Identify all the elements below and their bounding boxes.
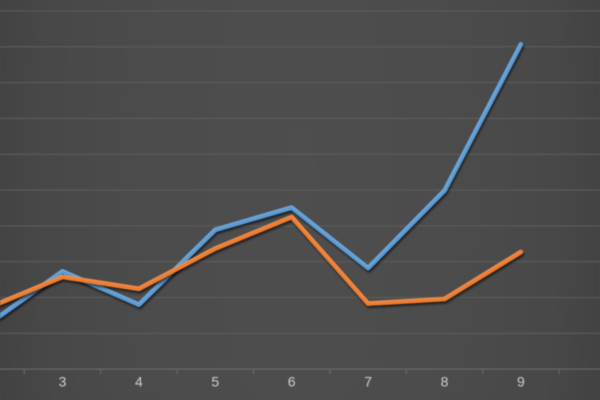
svg-text:5: 5	[211, 374, 219, 390]
svg-text:6: 6	[288, 374, 296, 390]
svg-text:7: 7	[364, 374, 372, 390]
svg-text:9: 9	[517, 374, 525, 390]
svg-text:8: 8	[441, 374, 449, 390]
svg-text:4: 4	[135, 374, 143, 390]
svg-text:3: 3	[59, 374, 67, 390]
